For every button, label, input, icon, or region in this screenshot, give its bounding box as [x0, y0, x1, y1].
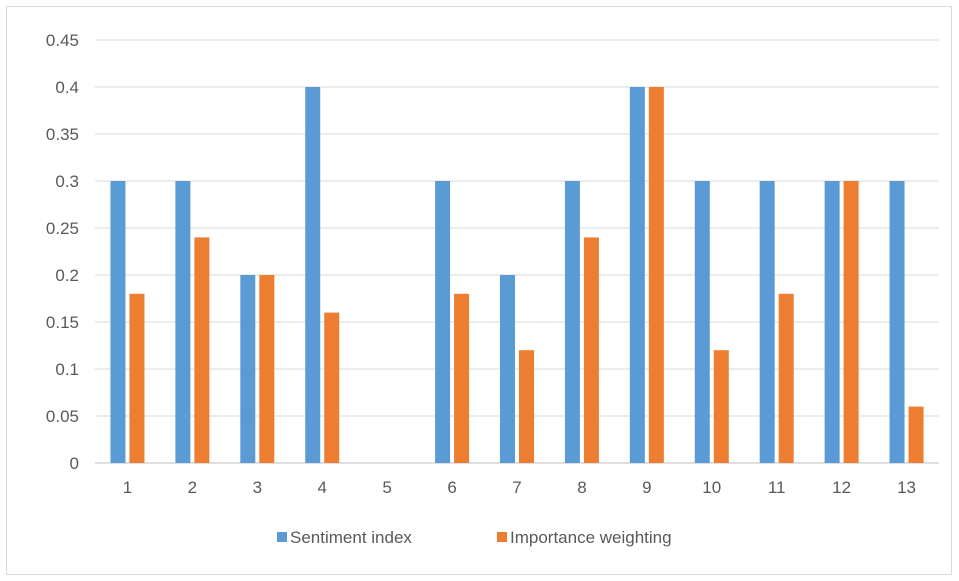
bar-importance-weighting-7	[519, 350, 534, 463]
x-tick-label: 5	[382, 478, 391, 497]
bar-sentiment-index-9	[629, 87, 645, 463]
x-tick-label: 3	[253, 478, 262, 497]
y-tick-label: 0.35	[46, 125, 79, 144]
x-tick-label: 8	[577, 478, 586, 497]
y-tick-label: 0.4	[55, 78, 79, 97]
y-tick-label: 0.2	[55, 266, 79, 285]
x-tick-label: 7	[512, 478, 521, 497]
y-tick-label: 0.25	[46, 219, 79, 238]
x-tick-label: 2	[188, 478, 197, 497]
bar-importance-weighting-2	[194, 237, 210, 463]
x-tick-label: 6	[447, 478, 456, 497]
x-tick-label: 1	[123, 478, 132, 497]
legend-label-sentiment-index: Sentiment index	[290, 528, 412, 547]
legend-label-importance-weighting: Importance weighting	[510, 528, 672, 547]
bar-sentiment-index-12	[824, 181, 840, 463]
y-axis-tick-labels: 0 0.05 0.1 0.15 0.2 0.25 0.3 0.35 0.4 0.45	[46, 31, 79, 473]
x-tick-label: 4	[317, 478, 326, 497]
bar-sentiment-index-2	[175, 181, 191, 463]
bars	[110, 87, 924, 463]
bar-sentiment-index-1	[110, 181, 126, 463]
y-tick-label: 0.3	[55, 172, 79, 191]
x-tick-label: 13	[897, 478, 916, 497]
y-tick-label: 0	[70, 454, 79, 473]
bar-importance-weighting-11	[778, 293, 794, 463]
bar-sentiment-index-11	[759, 181, 775, 463]
bar-sentiment-index-3	[240, 275, 256, 463]
bar-importance-weighting-4	[324, 312, 340, 463]
y-tick-label: 0.15	[46, 313, 79, 332]
bar-importance-weighting-12	[843, 181, 859, 463]
bar-importance-weighting-9	[648, 87, 664, 463]
bar-sentiment-index-8	[564, 181, 580, 463]
x-tick-label: 9	[642, 478, 651, 497]
x-axis-tick-labels: 1 2 3 4 5 6 7 8 9 10 11 12 13	[123, 478, 916, 497]
bar-sentiment-index-4	[305, 87, 321, 463]
y-tick-label: 0.45	[46, 31, 79, 50]
bar-importance-weighting-3	[259, 275, 275, 463]
x-tick-label: 10	[702, 478, 721, 497]
x-tick-label: 12	[832, 478, 851, 497]
bar-importance-weighting-1	[129, 293, 145, 463]
bar-sentiment-index-10	[694, 181, 710, 463]
legend-swatch-sentiment-index	[277, 532, 287, 542]
bar-importance-weighting-13	[908, 406, 924, 463]
bar-sentiment-index-7	[500, 275, 515, 463]
bar-sentiment-index-6	[435, 181, 451, 463]
bar-importance-weighting-8	[583, 237, 599, 463]
y-tick-label: 0.05	[46, 407, 79, 426]
bar-importance-weighting-6	[454, 293, 470, 463]
bar-importance-weighting-10	[713, 350, 729, 463]
y-tick-label: 0.1	[55, 360, 79, 379]
bar-sentiment-index-13	[889, 181, 905, 463]
gridlines	[95, 39, 939, 464]
legend-swatch-importance-weighting	[497, 532, 507, 542]
x-tick-label: 11	[768, 478, 786, 497]
legend: Sentiment index Importance weighting	[277, 528, 672, 547]
